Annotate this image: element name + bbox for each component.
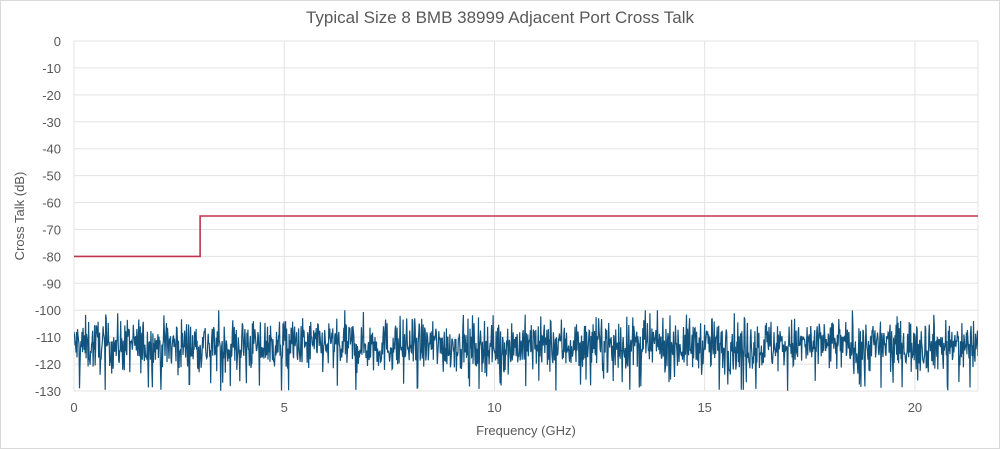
y-tick-label: -80 — [42, 249, 61, 264]
x-tick-labels: 0 5 10 15 20 — [70, 400, 922, 415]
series-layer — [74, 215, 978, 391]
y-tick-label: -20 — [42, 88, 61, 103]
y-tick-label: -100 — [35, 303, 61, 318]
y-axis-title: Cross Talk (dB) — [12, 172, 27, 261]
y-tick-label: -30 — [42, 115, 61, 130]
y-tick-label: -130 — [35, 384, 61, 399]
series-line-limit — [74, 215, 978, 258]
x-tick-label: 20 — [908, 400, 922, 415]
y-tick-label: -110 — [36, 330, 61, 345]
y-tick-labels: 0 -10 -20 -30 -40 -50 -60 -70 -80 -90 -100 -110 -120… — [35, 34, 61, 399]
series-line-measured — [74, 310, 978, 391]
x-tick-label: 5 — [281, 400, 288, 415]
y-tick-label: -40 — [42, 142, 61, 157]
x-tick-label: 10 — [487, 400, 501, 415]
y-tick-label: 0 — [54, 34, 61, 49]
chart-title: Typical Size 8 BMB 38999 Adjacent Port C… — [306, 8, 695, 27]
y-tick-label: -120 — [35, 357, 61, 372]
x-tick-label: 15 — [697, 400, 711, 415]
y-tick-label: -50 — [42, 169, 61, 184]
x-axis-title: Frequency (GHz) — [476, 423, 576, 438]
y-tick-label: -90 — [42, 276, 61, 291]
x-tick-label: 0 — [70, 400, 77, 415]
y-tick-label: -10 — [42, 61, 61, 76]
y-tick-label: -70 — [42, 222, 61, 237]
y-tick-label: -60 — [42, 196, 61, 211]
